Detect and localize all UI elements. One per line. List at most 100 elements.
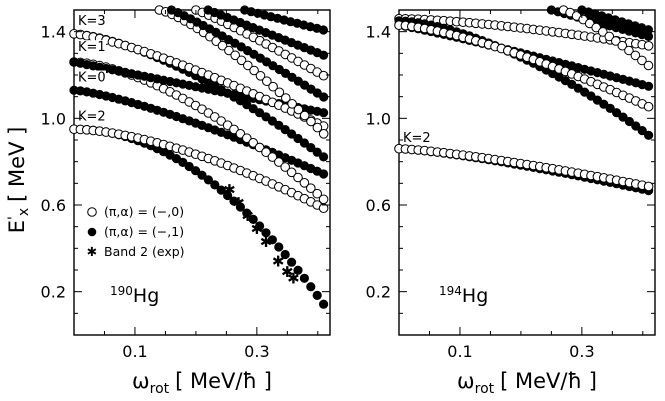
y-tick-label: 1.4 (366, 23, 391, 42)
y-tick-label: 1.0 (41, 109, 66, 128)
data-point (267, 152, 278, 162)
data-point (299, 110, 310, 121)
data-point (306, 183, 316, 193)
data-point (203, 175, 213, 185)
data-point (287, 257, 297, 267)
data-point (216, 185, 226, 195)
data-point (274, 242, 284, 252)
y-axis-title-sub: x (16, 208, 32, 216)
y-axis-title-units: [ MeV ] (5, 127, 29, 202)
data-point (306, 116, 316, 127)
data-point (287, 99, 297, 109)
data-point (312, 122, 323, 133)
left-panel-ticks: 0.2 0.6 1.0 1.4 0.1 0.3 (41, 10, 330, 361)
data-point (229, 196, 239, 206)
data-point (306, 143, 316, 153)
right-panel-ticks: 0.2 0.6 1.0 1.4 0.1 0.3 (366, 10, 655, 361)
data-point (318, 70, 329, 81)
data-point (191, 166, 201, 176)
data-point (624, 116, 635, 127)
data-point (319, 50, 329, 60)
data-point (274, 87, 285, 98)
y-tick-label: 0.6 (41, 196, 66, 215)
data-point (293, 172, 303, 183)
data-point (286, 167, 297, 178)
band-label-background (76, 40, 106, 54)
data-point (280, 249, 290, 260)
data-point (643, 101, 654, 112)
data-point (262, 76, 272, 86)
data-point (255, 221, 265, 231)
data-point (223, 190, 233, 201)
data-point (643, 41, 654, 51)
data-point (618, 112, 628, 122)
y-tick-label: 0.2 (41, 283, 66, 302)
nucleus-label-190: 190Hg (110, 284, 159, 307)
experimental-point: ✱ (241, 207, 254, 225)
legend-open-label: (π,α) = (−,0) (104, 204, 184, 219)
x-tick-label: 0.1 (122, 342, 147, 361)
data-point (255, 71, 266, 81)
experimental-point: ✱ (260, 233, 273, 251)
data-point (598, 27, 608, 37)
data-point (319, 299, 329, 309)
data-point (229, 124, 239, 135)
data-point (643, 25, 654, 35)
data-point (280, 162, 291, 172)
band-label: K=2 (78, 110, 106, 125)
data-point (306, 282, 316, 292)
data-point (312, 290, 322, 300)
data-point (287, 129, 297, 139)
legend-open-marker (87, 207, 97, 217)
right-panel-marks: K=2 (394, 5, 654, 196)
data-point (299, 178, 310, 188)
x-tick-label: 0.3 (244, 342, 269, 361)
data-point (312, 188, 323, 199)
data-point (217, 40, 228, 51)
data-point (243, 60, 253, 71)
data-point (637, 126, 647, 136)
left-panel-marks: ✱✱✱✱✱✱✱✱K=3K=1K=0K=2 (69, 5, 329, 309)
data-point (319, 108, 329, 118)
y-tick-label: 1.4 (41, 23, 66, 42)
data-point (318, 25, 328, 35)
legend-exp-label: Band 2 (exp) (104, 244, 185, 259)
experimental-point: ✱ (223, 181, 236, 199)
data-point (630, 50, 641, 61)
data-point (235, 129, 246, 139)
experimental-point: ✱ (281, 263, 294, 281)
legend: (π,α) = (−,0) (π,α) = (−,1) ✱ Band 2 (ex… (87, 204, 185, 259)
data-point (230, 50, 240, 61)
data-point (644, 130, 654, 140)
data-point (274, 157, 284, 167)
svg-text:E'x[ MeV ]: E'x[ MeV ] (5, 127, 32, 234)
x-axis-title-right: ωrot[ MeV/ħ ] (457, 369, 597, 397)
data-point (319, 152, 329, 162)
y-tick-label: 1.0 (366, 109, 391, 128)
data-point (224, 45, 234, 56)
data-point (612, 108, 622, 118)
data-point (197, 170, 207, 180)
y-axis-title-main: E (5, 220, 29, 233)
experimental-point: ✱ (287, 270, 300, 288)
data-point (299, 273, 309, 283)
data-point (318, 194, 329, 205)
data-point (617, 40, 628, 51)
data-point (624, 45, 634, 56)
x-tick-label: 0.1 (447, 342, 472, 361)
data-point (254, 142, 265, 153)
data-point (643, 181, 654, 192)
data-point (319, 169, 329, 179)
data-point (611, 36, 621, 46)
band-label: K=1 (78, 40, 106, 55)
data-point (319, 92, 329, 102)
data-point (235, 202, 245, 212)
x-tick-label: 0.3 (569, 342, 594, 361)
data-point (242, 208, 252, 218)
band-label-background (76, 14, 106, 28)
data-point (268, 81, 278, 92)
nucleus-label-194: 194Hg (439, 284, 488, 307)
data-point (281, 93, 291, 103)
data-point (293, 265, 303, 275)
